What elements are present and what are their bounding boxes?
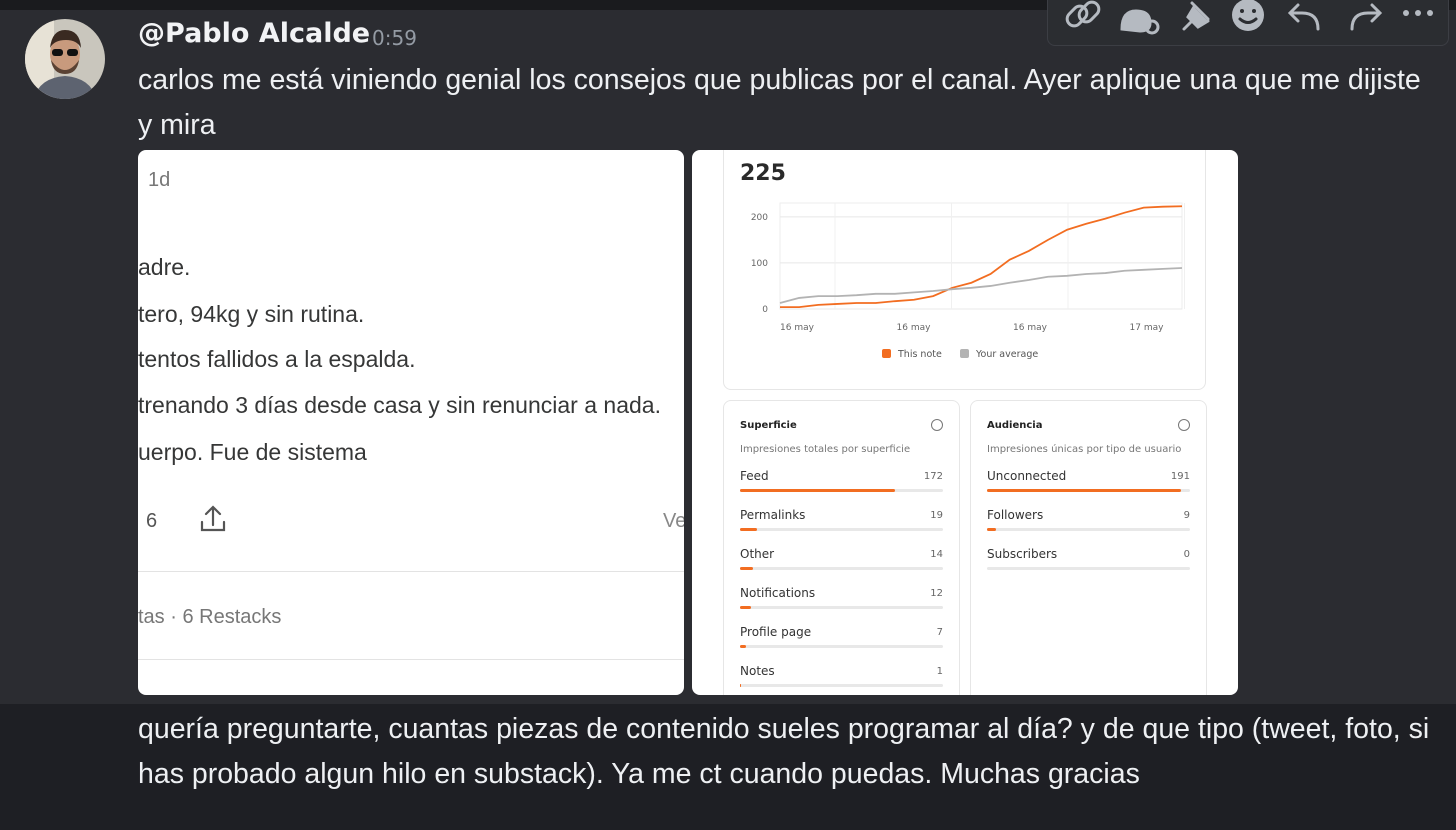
row-value: 172: [923, 471, 943, 482]
bar: [740, 645, 747, 648]
timestamp[interactable]: 0:59: [372, 26, 417, 50]
post-line: adre.: [138, 254, 191, 280]
surface-panel: Superficie Impresiones totales por superf…: [723, 400, 960, 695]
legend-label: This note: [897, 349, 942, 360]
row-label: Unconnected: [987, 469, 1067, 483]
row-label: Profile page: [740, 625, 812, 639]
bar: [740, 606, 751, 609]
top-strip: [0, 0, 1456, 10]
line-chart: 0 100 200 16 may 16 may 16 may 17 may This note…: [751, 202, 1185, 360]
stats-screenshot[interactable]: 225 0 100 200 16 may 16 may 16 may 17 may This …: [692, 150, 1238, 695]
row-label: Subscribers: [987, 547, 1058, 561]
truncated-button[interactable]: Ve: [663, 510, 684, 532]
row-label: Notifications: [740, 586, 816, 600]
row-value: 0: [1183, 549, 1190, 560]
plot-border: [779, 202, 1183, 310]
x-tick-label: 16 may: [1013, 323, 1048, 333]
y-tick-label: 200: [751, 213, 768, 223]
author-name[interactable]: @Pablo Alcalde: [138, 18, 371, 49]
total-impressions: 225: [740, 161, 786, 186]
avatar[interactable]: [24, 18, 106, 100]
message-text: carlos me está viniendo genial los conse…: [138, 64, 1421, 141]
post-line: tero, 94kg y sin rutina.: [138, 301, 365, 327]
row-value: 12: [930, 588, 943, 599]
post-age: 1d: [148, 169, 171, 191]
y-tick-label: 100: [751, 259, 768, 269]
row-label: Permalinks: [740, 508, 806, 522]
thread-icon[interactable]: [1120, 9, 1160, 35]
divider: [138, 571, 684, 572]
post-footer: tas · 6 Restacks: [138, 606, 282, 628]
info-icon: [931, 419, 943, 431]
followup-text: quería preguntarte, cuantas piezas de co…: [138, 713, 1430, 790]
legend-swatch: [960, 349, 969, 358]
reaction-count: 6: [146, 510, 158, 532]
legend-label: Your average: [975, 349, 1038, 360]
row-value: 7: [936, 627, 943, 638]
panel-title: Audiencia: [987, 420, 1043, 431]
post-line: trenando 3 días desde casa y sin renunci…: [138, 392, 661, 418]
forward-icon[interactable]: [1350, 3, 1383, 31]
bar-track: [740, 606, 943, 609]
row-value: 9: [1183, 510, 1190, 521]
pin-icon[interactable]: [1182, 1, 1210, 31]
bar: [740, 684, 741, 687]
row-label: Feed: [740, 469, 769, 483]
bar-track: [987, 528, 1190, 531]
panel-subtitle: Impresiones totales por superficie: [740, 444, 911, 455]
row-value: 14: [930, 549, 943, 560]
row-label: Notes: [740, 664, 775, 678]
bar-track: [740, 567, 943, 570]
post-line: tentos fallidos a la espalda.: [138, 346, 416, 372]
bar-track: [740, 528, 943, 531]
bar-track: [987, 489, 1190, 492]
toolbar-icons: [1064, 0, 1433, 35]
row-value: 191: [1170, 471, 1190, 482]
series-line: [779, 267, 1183, 304]
post-line: uerpo. Fue de sistema: [138, 439, 367, 465]
row-value: 1: [936, 666, 943, 677]
bar: [740, 489, 896, 492]
x-tick-label: 16 may: [780, 323, 815, 333]
reaction-icon[interactable]: [1232, 0, 1264, 31]
x-tick-label: 17 may: [1130, 323, 1165, 333]
y-tick-label: 0: [762, 305, 768, 315]
reply-icon[interactable]: [1287, 3, 1320, 31]
row-value: 19: [930, 510, 943, 521]
bar: [740, 567, 753, 570]
bar: [740, 528, 758, 531]
bar-track: [987, 567, 1190, 570]
more-icon[interactable]: [1403, 10, 1433, 16]
divider: [138, 659, 684, 660]
bar-track: [740, 489, 943, 492]
panel-title: Superficie: [740, 420, 797, 431]
panel-subtitle: Impresiones únicas por tipo de usuario: [987, 444, 1182, 455]
post-screenshot[interactable]: 1d adre. tero, 94kg y sin rutina. tentos f…: [138, 150, 684, 695]
bar-track: [740, 684, 943, 687]
bar-track: [740, 645, 943, 648]
series-line: [780, 205, 1183, 309]
audience-panel: Audiencia Impresiones únicas por tipo de …: [970, 400, 1207, 695]
info-icon: [1178, 419, 1190, 431]
legend-swatch: [882, 349, 891, 358]
row-label: Other: [740, 547, 775, 561]
message-toolbar: [1047, 0, 1449, 46]
share-icon[interactable]: [198, 504, 228, 534]
bar: [987, 489, 1181, 492]
copy-link-icon[interactable]: [1064, 0, 1101, 29]
row-label: Followers: [987, 508, 1044, 522]
x-tick-label: 16 may: [897, 323, 932, 333]
bar: [987, 528, 997, 531]
